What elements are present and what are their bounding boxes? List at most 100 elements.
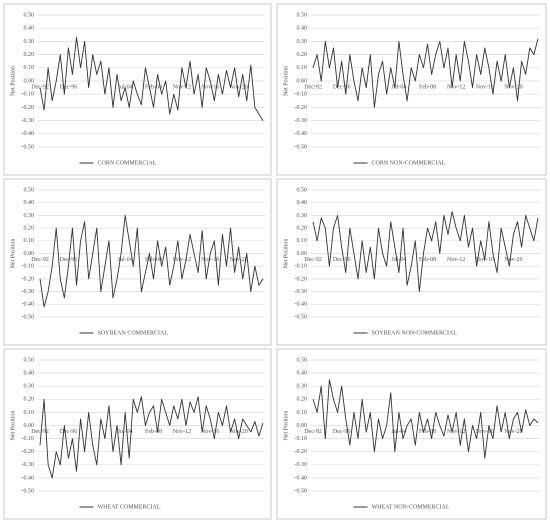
y-axis-title: Net Position — [283, 239, 289, 269]
x-tick-label: Dec-96 — [60, 257, 78, 263]
y-tick-label: -0.40 — [22, 475, 35, 481]
y-tick-label: 0.20 — [24, 225, 35, 231]
legend-label: SOYBEAN NON-COMMERCIAL — [372, 330, 458, 336]
y-tick-label: -0.50 — [22, 144, 35, 150]
y-tick-label: -0.30 — [22, 289, 35, 295]
x-tick-label: Dec-96 — [333, 84, 351, 90]
panel: Net Position 0.50 0.40 0.30 0.20 0.10 0.00 -0.1… — [3, 348, 272, 520]
y-tick-label: -0.50 — [22, 314, 35, 320]
panel: Net Position 0.50 0.40 0.30 0.20 0.10 0.00 -0.1… — [276, 348, 547, 520]
y-tick-label: -0.20 — [295, 276, 308, 282]
y-tick-label: 0.20 — [297, 52, 308, 58]
y-tick-label: 0.10 — [24, 65, 35, 71]
y-tick-label: -0.20 — [22, 105, 35, 111]
y-tick-label: 0.20 — [297, 397, 308, 403]
y-tick-label: 0.50 — [24, 12, 35, 18]
series-line — [39, 36, 264, 121]
y-axis-title: Net Position — [10, 66, 16, 96]
y-tick-label: 0.10 — [297, 410, 308, 416]
y-tick-label: 0.50 — [24, 187, 35, 193]
y-tick-label: -0.10 — [22, 264, 35, 270]
x-tick-label: Feb-08 — [145, 429, 162, 435]
y-tick-label: 0.00 — [24, 78, 35, 84]
x-tick-label: Dec-92 — [31, 429, 49, 435]
y-tick-label: 0.50 — [297, 12, 308, 18]
x-tick-label: Nov-20 — [229, 429, 247, 435]
y-tick-label: -0.10 — [295, 92, 308, 98]
y-tick-label: 0.00 — [297, 251, 308, 257]
x-tick-label: Dec-96 — [333, 257, 351, 263]
y-tick-label: 0.10 — [297, 238, 308, 244]
x-tick-label: Feb-08 — [419, 429, 436, 435]
y-tick-label: -0.30 — [295, 289, 308, 295]
panel: Net Position 0.50 0.40 0.30 0.20 0.10 0.00 -0.1… — [3, 178, 272, 346]
y-tick-label: 0.20 — [297, 225, 308, 231]
y-tick-label: -0.20 — [22, 276, 35, 282]
y-tick-label: 0.10 — [297, 65, 308, 71]
y-tick-label: 0.30 — [24, 39, 35, 45]
x-tick-label: Feb-08 — [145, 84, 162, 90]
series-line — [312, 38, 539, 108]
y-tick-label: -0.50 — [22, 488, 35, 494]
x-tick-label: Nov-20 — [229, 84, 247, 90]
y-axis-title: Net Position — [10, 411, 16, 441]
x-tick-label: Nov-20 — [504, 429, 522, 435]
x-tick-label: Dec-96 — [333, 429, 351, 435]
x-tick-label: Nov-12 — [173, 84, 191, 90]
x-tick-label: Feb-08 — [145, 257, 162, 263]
legend-label: CORN NON-COMMERCIAL — [372, 160, 446, 166]
x-tick-label: Nov-12 — [447, 429, 465, 435]
y-tick-label: 0.40 — [24, 26, 35, 32]
x-tick-label: Dec-92 — [31, 257, 49, 263]
x-tick-label: Nov-16 — [201, 257, 219, 263]
panel-border — [276, 3, 547, 176]
x-tick-label: Jul-04 — [118, 257, 133, 263]
y-tick-label: 0.40 — [297, 370, 308, 376]
y-tick-label: -0.30 — [22, 462, 35, 468]
y-tick-label: 0.30 — [24, 213, 35, 219]
y-tick-label: -0.40 — [22, 131, 35, 137]
panel: Net Position 0.50 0.40 0.30 0.20 0.10 0.00 -0.1… — [276, 178, 547, 346]
x-tick-label: Nov-12 — [447, 84, 465, 90]
series-line — [312, 211, 539, 293]
y-tick-label: -0.30 — [295, 462, 308, 468]
y-tick-label: -0.40 — [295, 475, 308, 481]
panel: Net Position 0.50 0.40 0.30 0.20 0.10 0.00 -0.1… — [276, 3, 547, 176]
y-tick-label: 0.40 — [297, 26, 308, 32]
x-tick-label: Nov-20 — [229, 257, 247, 263]
x-tick-label: Dec-92 — [304, 429, 322, 435]
panel-border — [3, 3, 272, 176]
x-tick-label: Nov-16 — [201, 84, 219, 90]
y-tick-label: -0.40 — [22, 302, 35, 308]
y-axis-title: Net Position — [10, 239, 16, 269]
x-tick-label: Nov-12 — [447, 257, 465, 263]
y-tick-label: 0.20 — [24, 397, 35, 403]
series-line — [39, 214, 264, 308]
y-tick-label: -0.50 — [295, 144, 308, 150]
x-tick-label: Nov-20 — [504, 84, 522, 90]
x-tick-label: Dec-92 — [304, 84, 322, 90]
y-tick-label: -0.20 — [295, 449, 308, 455]
y-tick-label: 0.20 — [24, 52, 35, 58]
y-tick-label: 0.30 — [297, 384, 308, 390]
y-tick-label: -0.10 — [295, 264, 308, 270]
x-tick-label: Nov-12 — [173, 257, 191, 263]
y-tick-label: 0.00 — [297, 423, 308, 429]
y-tick-label: -0.10 — [22, 436, 35, 442]
x-tick-label: Nov-12 — [173, 429, 191, 435]
y-tick-label: -0.20 — [22, 449, 35, 455]
y-tick-label: -0.10 — [22, 92, 35, 98]
y-tick-label: -0.10 — [295, 436, 308, 442]
y-tick-label: -0.30 — [295, 118, 308, 124]
legend-label: SOYBEAN COMMERCIAL — [98, 330, 169, 336]
y-axis-title: Net Position — [283, 66, 289, 96]
x-tick-label: Nov-20 — [504, 257, 522, 263]
y-tick-label: -0.30 — [22, 118, 35, 124]
y-tick-label: 0.30 — [24, 384, 35, 390]
y-tick-label: 0.10 — [24, 238, 35, 244]
x-tick-label: Jul-04 — [391, 257, 406, 263]
y-tick-label: 0.00 — [297, 78, 308, 84]
legend-label: WHEAT NON-COMMERCIAL — [372, 504, 450, 510]
